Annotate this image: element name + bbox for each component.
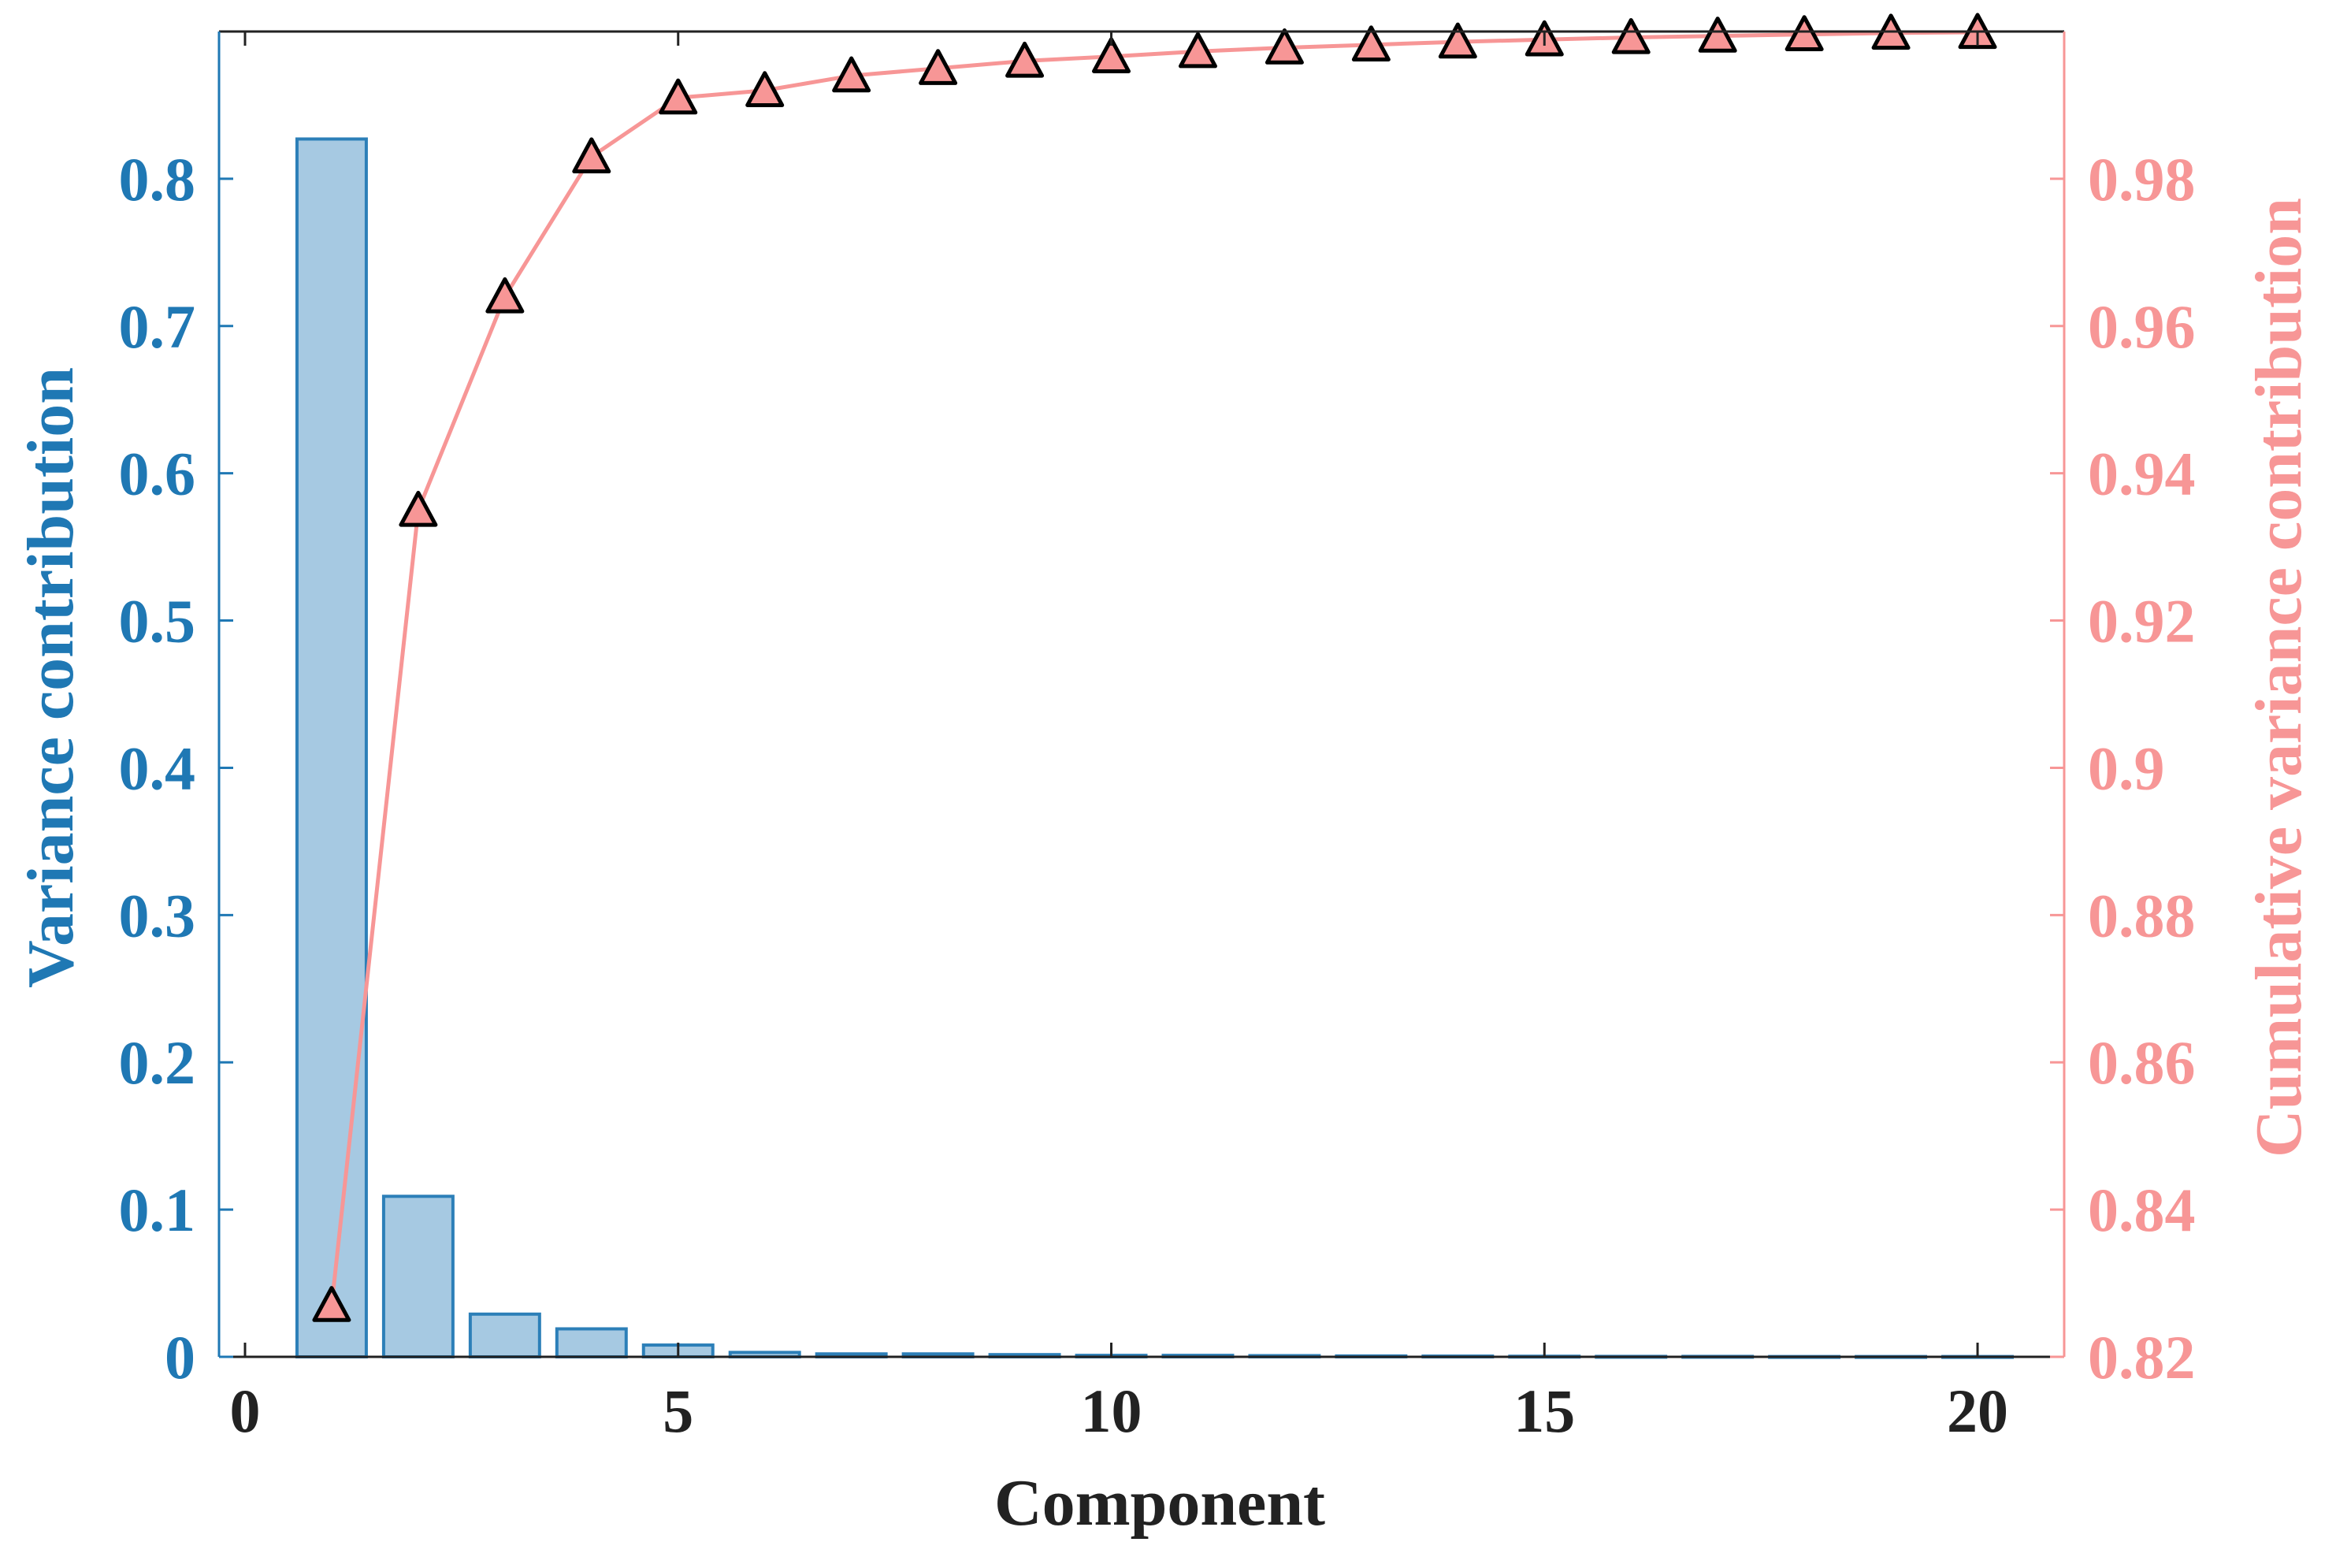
cumulative-marker-16 <box>1611 17 1651 54</box>
x-axis-title: Component <box>994 1466 1325 1540</box>
ticks-layer: 0 5 10 15 20 0 0.1 0.2 0.3 0.4 0.5 0.6 0.7 0.8 0.82 0.8… <box>119 32 2196 1445</box>
cumulative-marker-18 <box>1784 15 1824 51</box>
y-tick-label-6: 0.6 <box>119 440 196 508</box>
cumulative-marker-14 <box>1438 22 1477 59</box>
y2-tick-label-7: 0.96 <box>2088 292 2196 361</box>
y-tick-label-1: 0.1 <box>119 1176 196 1244</box>
y-tick-label-0: 0 <box>165 1323 195 1392</box>
cumulative-marker-7 <box>832 56 871 93</box>
cumulative-marker-4 <box>572 137 611 174</box>
x-tick-label-10: 10 <box>1081 1377 1142 1445</box>
x-tick-label-15: 15 <box>1513 1377 1575 1445</box>
y-tick-label-7: 0.7 <box>119 292 196 361</box>
y2-tick-label-0: 0.82 <box>2088 1323 2196 1392</box>
y-tick-label-2: 0.2 <box>119 1028 196 1097</box>
y2-tick-label-5: 0.92 <box>2088 587 2196 656</box>
cumulative-marker-6 <box>745 71 785 107</box>
cumulative-marker-9 <box>1005 41 1045 78</box>
y-tick-label-5: 0.5 <box>119 587 196 656</box>
cumulative-marker-13 <box>1351 25 1391 62</box>
y-tick-label-3: 0.3 <box>119 881 196 949</box>
y2-tick-label-1: 0.84 <box>2088 1176 2196 1244</box>
cumulative-marker-5 <box>659 78 698 115</box>
x-tick-label-20: 20 <box>1947 1377 2008 1445</box>
cumulative-line-layer <box>312 13 1997 1322</box>
cumulative-marker-10 <box>1092 37 1131 73</box>
x-tick-label-0: 0 <box>229 1377 260 1445</box>
bars-layer <box>295 137 2015 1359</box>
bar-component-2 <box>381 1195 455 1359</box>
cumulative-marker-1 <box>312 1286 351 1322</box>
bar-component-1 <box>295 137 368 1359</box>
cumulative-marker-3 <box>485 277 525 314</box>
bar-component-4 <box>555 1327 628 1358</box>
y2-tick-label-8: 0.98 <box>2088 145 2196 214</box>
y2-tick-label-3: 0.88 <box>2088 881 2196 949</box>
y-tick-label-8: 0.8 <box>119 145 196 214</box>
bar-component-3 <box>468 1312 541 1359</box>
cumulative-line <box>329 30 1978 1306</box>
cumulative-marker-11 <box>1178 32 1217 69</box>
y2-tick-label-6: 0.94 <box>2088 440 2196 508</box>
y-axis-title: Variance contribution <box>14 367 87 988</box>
y-tick-label-4: 0.4 <box>119 734 196 802</box>
cumulative-marker-17 <box>1698 17 1737 53</box>
cumulative-marker-12 <box>1265 28 1304 65</box>
y2-axis-title: Cumulative variance contribution <box>2242 198 2316 1157</box>
y2-tick-label-4: 0.9 <box>2088 734 2165 802</box>
axes-layer <box>217 30 2066 1358</box>
y2-tick-label-2: 0.86 <box>2088 1028 2196 1097</box>
cumulative-marker-8 <box>919 49 958 85</box>
cumulative-marker-2 <box>399 490 438 527</box>
x-tick-label-5: 5 <box>663 1377 693 1445</box>
